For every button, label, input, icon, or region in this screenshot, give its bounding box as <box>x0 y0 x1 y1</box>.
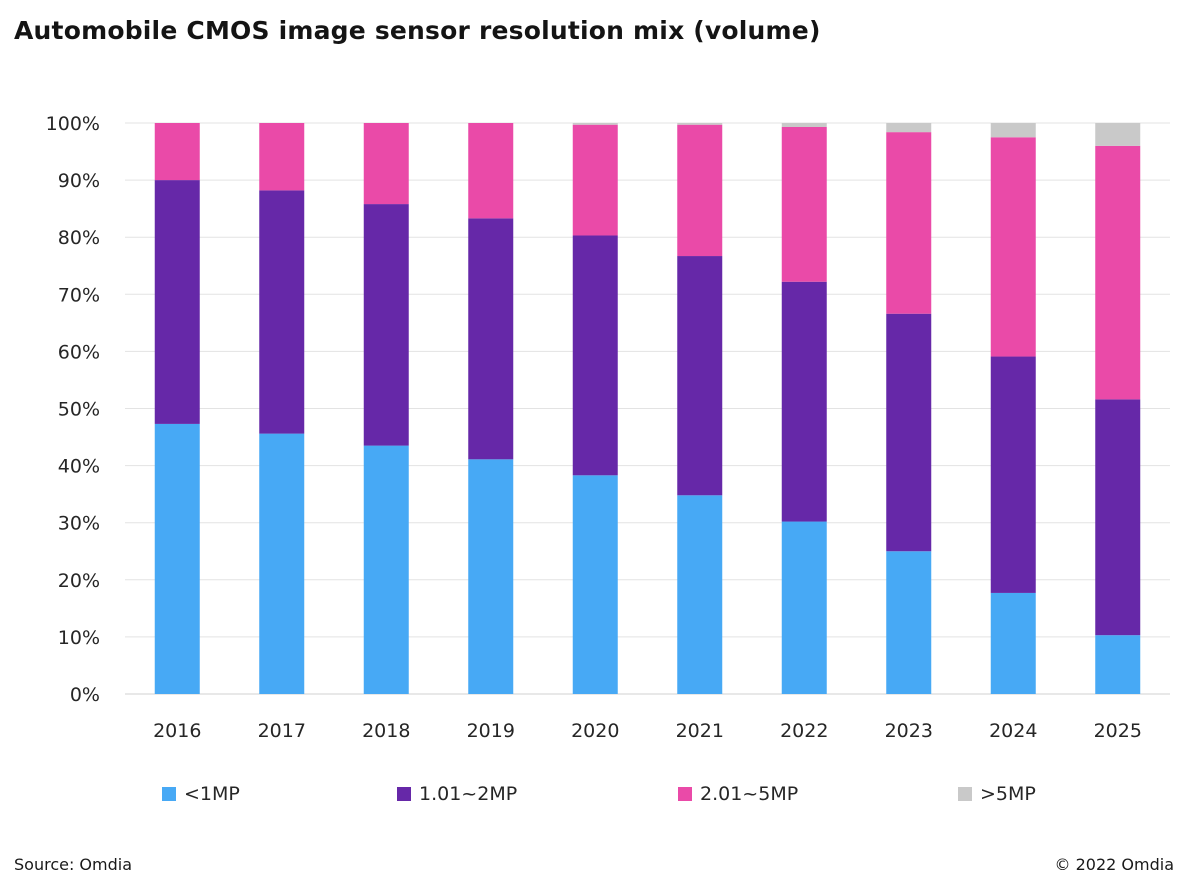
bar-segment-2025-2 <box>1095 145 1141 400</box>
bar-segment-2024-0 <box>990 592 1036 694</box>
bar-segment-2020-0 <box>572 475 618 694</box>
legend-item-lt1mp: <1MP <box>162 783 240 805</box>
bar-segment-2022-0 <box>781 521 827 694</box>
bar-segment-2020-2 <box>572 124 618 236</box>
chart-title: Automobile CMOS image sensor resolution … <box>14 16 821 45</box>
legend-swatch-1to2mp <box>397 787 411 801</box>
bar-segment-2023-0 <box>886 551 932 694</box>
x-tick-label: 2016 <box>153 720 201 742</box>
bar-segment-2017-2 <box>259 123 305 191</box>
bar-segment-2022-3 <box>781 123 827 127</box>
y-tick-label: 0% <box>70 684 100 706</box>
bar-segment-2016-0 <box>154 423 200 694</box>
x-tick-label: 2019 <box>467 720 515 742</box>
bar-segment-2017-0 <box>259 433 305 694</box>
bar-segment-2021-1 <box>677 256 723 496</box>
y-tick-label: 90% <box>58 170 100 192</box>
bar-segment-2023-2 <box>886 132 932 314</box>
bar-segment-2018-2 <box>363 123 409 205</box>
legend-swatch-gt5mp <box>958 787 972 801</box>
bar-segment-2024-3 <box>990 123 1036 138</box>
bar-segment-2018-1 <box>363 204 409 446</box>
y-tick-label: 80% <box>58 227 100 249</box>
bar-segment-2025-3 <box>1095 123 1141 146</box>
bar-segment-2023-3 <box>886 123 932 133</box>
bar-segment-2016-2 <box>154 123 200 181</box>
bar-segment-2016-1 <box>154 180 200 424</box>
y-tick-label: 40% <box>58 456 100 478</box>
y-tick-label: 10% <box>58 627 100 649</box>
legend-label-1to2mp: 1.01~2MP <box>419 783 518 805</box>
legend-label-lt1mp: <1MP <box>184 783 240 805</box>
bar-segment-2018-0 <box>363 445 409 694</box>
x-tick-label: 2025 <box>1094 720 1142 742</box>
y-tick-label: 20% <box>58 570 100 592</box>
y-tick-label: 60% <box>58 341 100 363</box>
y-tick-label: 30% <box>58 513 100 535</box>
bar-segment-2025-1 <box>1095 399 1141 636</box>
bar-segment-2025-0 <box>1095 635 1141 694</box>
legend-label-2to5mp: 2.01~5MP <box>700 783 799 805</box>
x-tick-label: 2024 <box>989 720 1037 742</box>
legend-item-1to2mp: 1.01~2MP <box>397 783 517 805</box>
bar-segment-2021-3 <box>677 123 723 125</box>
legend-item-gt5mp: >5MP <box>958 783 1036 805</box>
copyright-note: © 2022 Omdia <box>1054 855 1174 874</box>
bar-segment-2023-1 <box>886 313 932 552</box>
y-tick-label: 50% <box>58 399 100 421</box>
source-note: Source: Omdia <box>14 855 133 874</box>
chart-legend: <1MP 1.01~2MP 2.01~5MP >5MP <box>0 783 1188 813</box>
legend-swatch-lt1mp <box>162 787 176 801</box>
x-tick-label: 2021 <box>676 720 724 742</box>
y-tick-label: 70% <box>58 284 100 306</box>
x-tick-label: 2018 <box>362 720 410 742</box>
bar-segment-2024-2 <box>990 137 1036 357</box>
bar-segment-2019-1 <box>468 218 514 460</box>
x-tick-label: 2022 <box>780 720 828 742</box>
legend-label-gt5mp: >5MP <box>980 783 1036 805</box>
bar-segment-2019-2 <box>468 123 514 219</box>
bar-segment-2021-2 <box>677 124 723 257</box>
legend-item-2to5mp: 2.01~5MP <box>678 783 798 805</box>
bar-segment-2021-0 <box>677 495 723 694</box>
bar-segment-2024-1 <box>990 356 1036 593</box>
x-tick-label: 2020 <box>571 720 619 742</box>
legend-swatch-2to5mp <box>678 787 692 801</box>
x-tick-label: 2023 <box>885 720 933 742</box>
bar-segment-2020-1 <box>572 235 618 476</box>
bar-segment-2022-2 <box>781 126 827 282</box>
bar-segment-2022-1 <box>781 281 827 522</box>
bar-segment-2020-3 <box>572 123 618 125</box>
bar-segment-2019-0 <box>468 459 514 694</box>
x-tick-label: 2017 <box>258 720 306 742</box>
bar-segment-2017-1 <box>259 190 305 434</box>
y-tick-label: 100% <box>46 113 100 135</box>
